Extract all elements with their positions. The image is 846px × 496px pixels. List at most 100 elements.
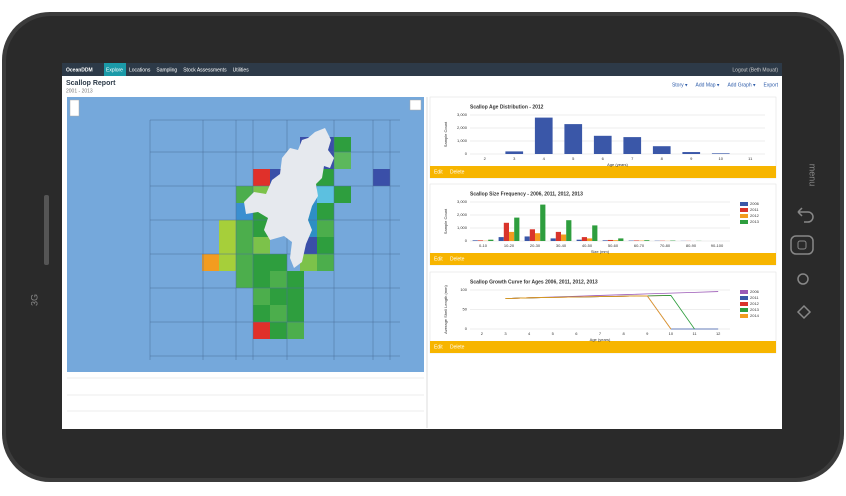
legend-swatch <box>740 314 748 318</box>
x-tick-label: 10-20 <box>504 243 515 248</box>
y-tick-label: 2,000 <box>457 125 468 130</box>
map-cell <box>253 271 270 288</box>
map-cell <box>236 237 253 254</box>
bar <box>623 137 641 154</box>
chart-title: Scallop Size Frequency - 2006, 2011, 201… <box>470 191 583 197</box>
legend-swatch <box>740 214 748 218</box>
bar <box>682 152 700 154</box>
nav-item[interactable]: Sampling <box>156 67 177 73</box>
report-subtitle: 2001 - 2013 <box>66 88 93 94</box>
brand[interactable]: OceanDDM <box>66 67 93 73</box>
y-tick-label: 2,000 <box>457 212 468 217</box>
map-cell <box>219 237 236 254</box>
logout[interactable]: Logout (Beth Mouat) <box>732 67 778 73</box>
report-action[interactable]: Export <box>764 82 779 88</box>
bar <box>561 235 566 242</box>
map-cell <box>270 305 287 322</box>
map-cell <box>270 288 287 305</box>
map-cell <box>287 271 304 288</box>
map-cell <box>287 305 304 322</box>
map-cell <box>253 305 270 322</box>
x-tick-label: 40-50 <box>582 243 593 248</box>
panel-action[interactable]: Edit <box>434 344 443 350</box>
x-tick-label: 90-100 <box>711 243 724 248</box>
chart-title: Scallop Growth Curve for Ages 2006, 2011… <box>470 279 598 285</box>
map-cell <box>334 152 351 169</box>
panel-action[interactable]: Delete <box>450 169 465 175</box>
bar <box>509 232 514 241</box>
legend-swatch <box>740 308 748 312</box>
bar <box>505 151 523 154</box>
bar <box>564 124 582 154</box>
x-tick-label: 30-40 <box>556 243 567 248</box>
panel-footer <box>430 253 776 265</box>
bar <box>525 236 530 241</box>
bar <box>540 205 545 241</box>
x-tick-label: 10 <box>719 156 724 161</box>
report-action[interactable]: Story ▾ <box>672 82 688 88</box>
x-axis-title: Age (years) <box>590 337 611 342</box>
y-axis-title: Sample Count <box>443 121 448 147</box>
x-axis-title: Size (mm) <box>591 249 610 254</box>
bar <box>566 220 571 241</box>
report-title: Scallop Report <box>66 80 116 87</box>
panel-action[interactable]: Edit <box>434 256 443 262</box>
x-tick-label: 70-80 <box>660 243 671 248</box>
y-tick-label: 100 <box>460 287 467 292</box>
report-action[interactable]: Add Graph ▾ <box>727 82 756 88</box>
map-cell <box>373 169 390 186</box>
bar <box>594 136 612 154</box>
bar <box>592 225 597 241</box>
network-label: 3G <box>29 294 39 306</box>
map-cell <box>253 237 270 254</box>
zoom-control[interactable] <box>70 100 79 116</box>
legend-label: 2012 <box>750 213 760 218</box>
bar <box>488 240 493 241</box>
map-cell <box>253 169 270 186</box>
x-tick-label: 12 <box>716 331 721 336</box>
legend-swatch <box>740 290 748 294</box>
legend-swatch <box>740 296 748 300</box>
nav-item[interactable]: Stock Assessments <box>183 67 227 73</box>
bar <box>653 146 671 154</box>
x-tick-label: 50-60 <box>608 243 619 248</box>
map-cell <box>270 271 287 288</box>
panel-footer <box>430 166 776 178</box>
map-cell <box>236 220 253 237</box>
legend-label: 2013 <box>750 307 760 312</box>
bar <box>499 237 504 241</box>
legend-label: 2012 <box>750 301 760 306</box>
legend-label: 2006 <box>750 201 760 206</box>
report-action[interactable]: Add Map ▾ <box>696 82 720 88</box>
panel-footer <box>430 341 776 353</box>
panel-action[interactable]: Delete <box>450 344 465 350</box>
map-cell <box>253 288 270 305</box>
legend-label: 2011 <box>750 207 759 212</box>
x-tick-label: 80-90 <box>686 243 697 248</box>
map-cell <box>287 288 304 305</box>
map-cell <box>317 237 334 254</box>
nav-item[interactable]: Explore <box>106 67 123 73</box>
bar <box>613 240 618 241</box>
map-cell <box>334 186 351 203</box>
legend-label: 2006 <box>750 289 760 294</box>
x-tick-label: 60-70 <box>634 243 645 248</box>
map-cell <box>236 254 253 271</box>
x-axis-title: Age (years) <box>607 162 628 167</box>
map-cell <box>334 137 351 154</box>
bar <box>530 229 535 241</box>
x-tick-label: 20-30 <box>530 243 541 248</box>
map-cell <box>287 322 304 339</box>
legend-label: 2014 <box>750 313 760 318</box>
panel-action[interactable]: Edit <box>434 169 443 175</box>
map-cell <box>270 254 287 271</box>
bar <box>514 218 519 241</box>
bar <box>551 238 556 241</box>
layer-control[interactable] <box>410 100 421 110</box>
map-cell <box>219 254 236 271</box>
nav-item[interactable]: Locations <box>129 67 151 73</box>
y-tick-label: 50 <box>463 307 468 312</box>
nav-item[interactable]: Utilities <box>233 67 250 73</box>
panel-action[interactable]: Delete <box>450 256 465 262</box>
